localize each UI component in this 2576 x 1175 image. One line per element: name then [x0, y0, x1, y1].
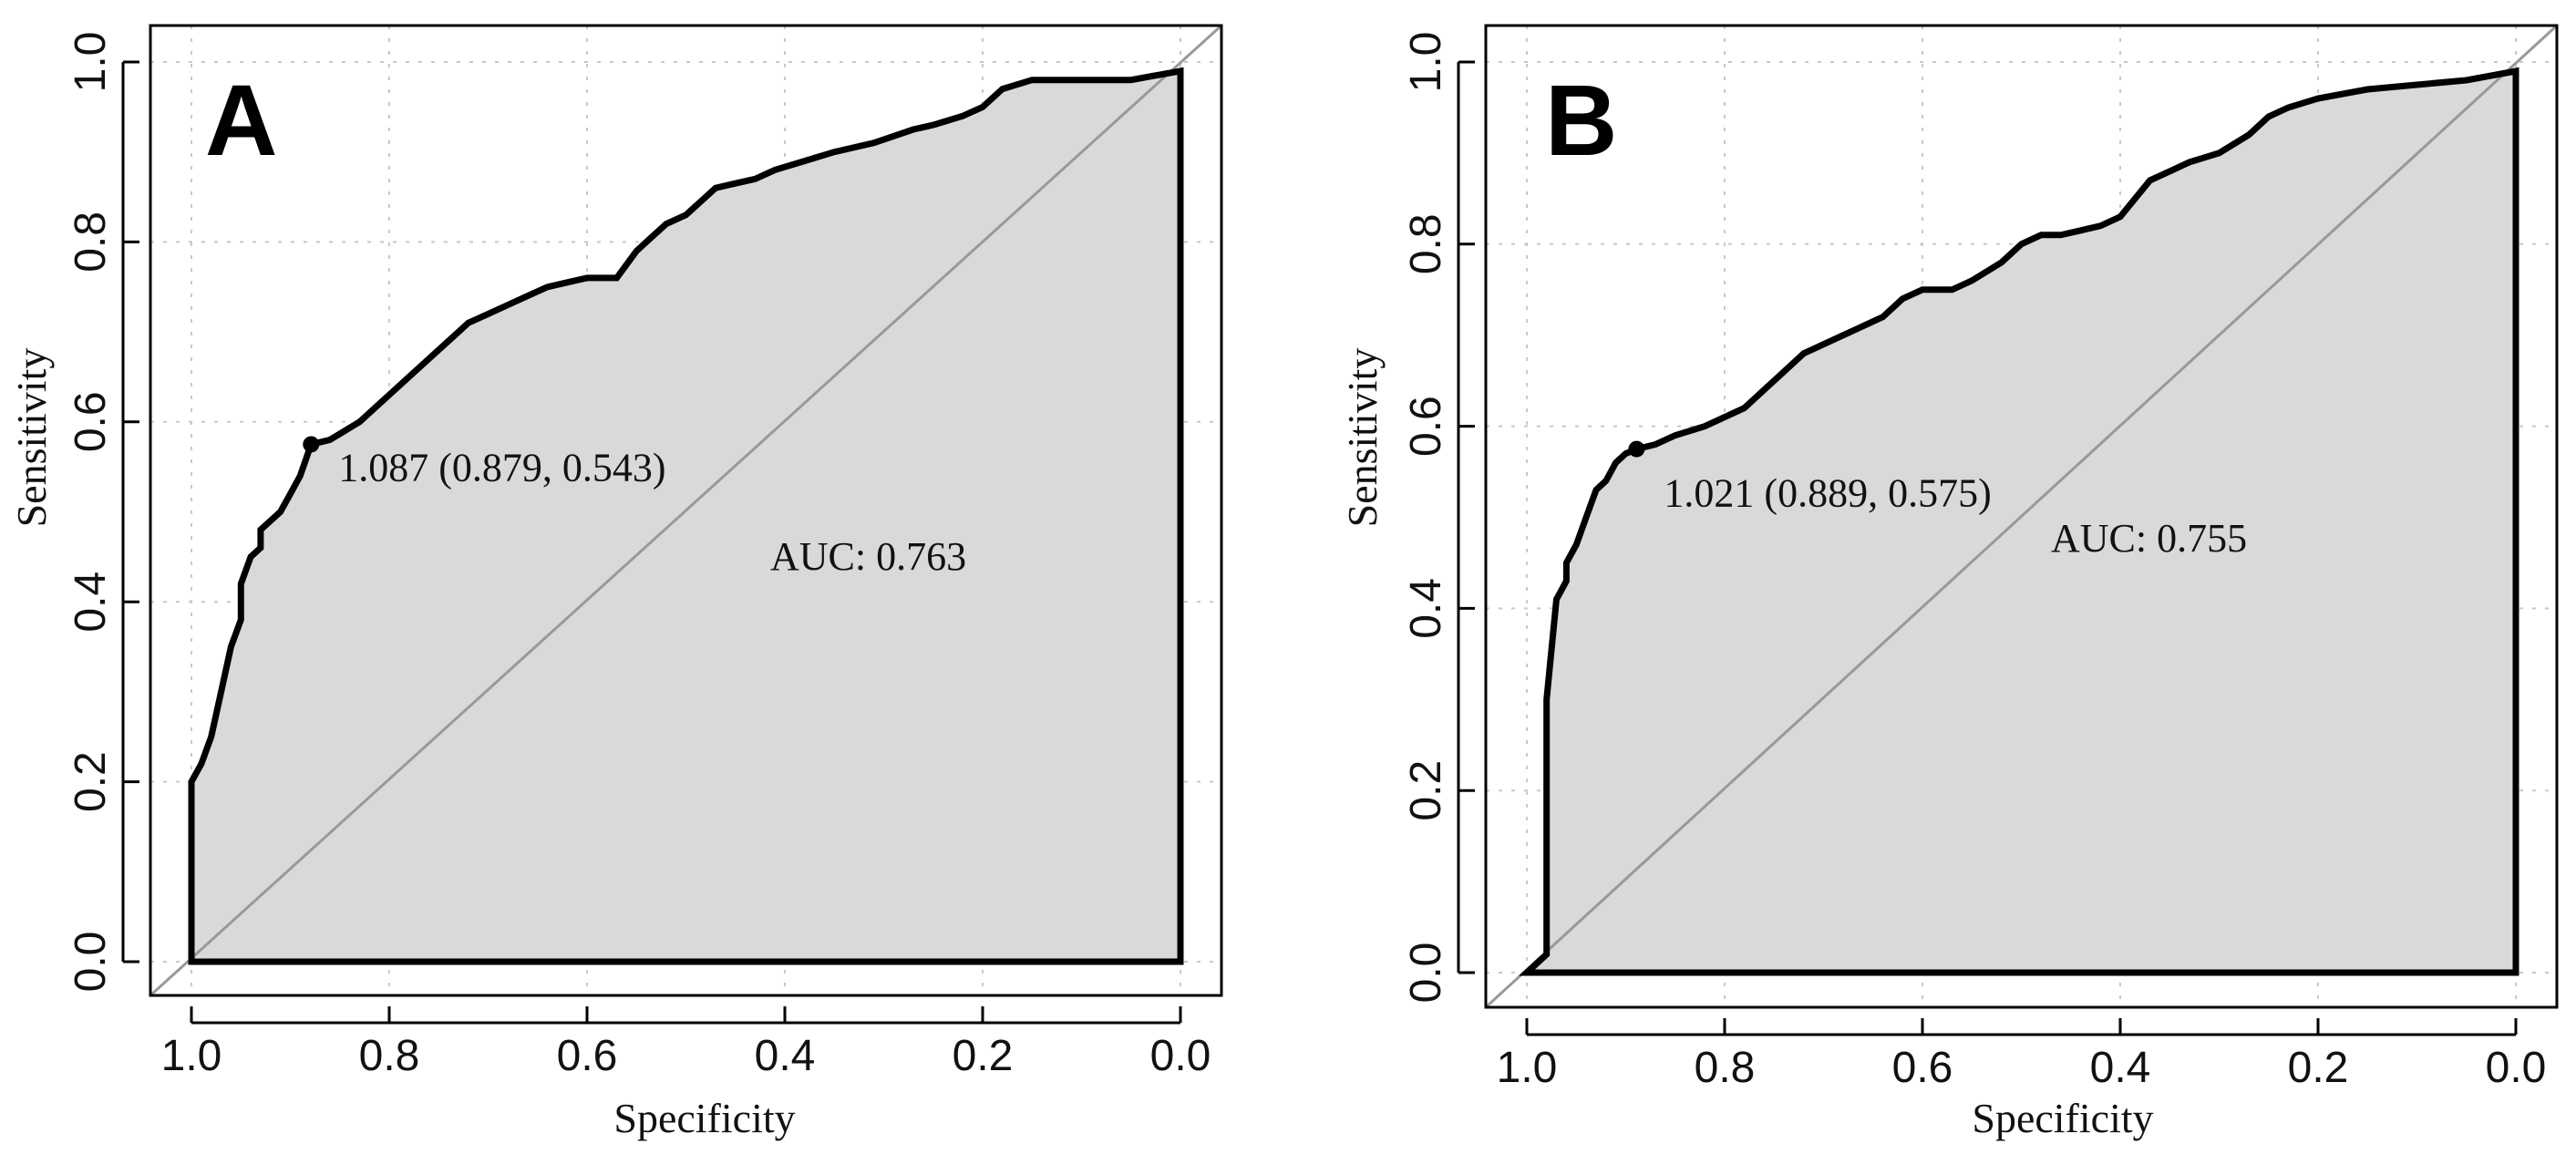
y-tick-label: 0.2: [67, 751, 115, 812]
y-tick-label: 1.0: [1402, 32, 1450, 93]
y-tick-label: 0.6: [1402, 396, 1450, 457]
threshold-label: 1.087 (0.879, 0.543): [338, 445, 665, 490]
plot-frame: [1484, 24, 2559, 1009]
auc-area: [191, 70, 1180, 962]
auc-area: [1527, 71, 2516, 973]
chance-diagonal: [1484, 24, 2559, 1009]
auc-label: AUC: 0.755: [2051, 516, 2247, 561]
x-tick-label: 0.8: [359, 1032, 420, 1080]
y-tick-label: 0.8: [1402, 213, 1450, 274]
threshold-label: 1.021 (0.889, 0.575): [1664, 471, 1991, 516]
x-tick-label: 0.6: [1892, 1044, 1953, 1092]
roc-panel-a: 1.0 0.8 0.6 0.4 0.2 0.0 0.0 0.2 0.4 0.6 0.8 1.0 Spec…: [8, 24, 1223, 1141]
x-tick-label: 0.2: [2288, 1044, 2349, 1092]
x-tick-label: 0.6: [557, 1032, 618, 1080]
panel-label: B: [1545, 65, 1617, 177]
x-axis-title: Specificity: [1972, 1095, 2153, 1141]
x-axis-title: Specificity: [613, 1095, 795, 1141]
y-tick-label: 0.6: [67, 391, 115, 452]
y-axis-title: Sensitivity: [8, 348, 55, 528]
x-tick-label: 0.4: [755, 1032, 816, 1080]
x-tick-label: 0.0: [1150, 1032, 1211, 1080]
y-tick-label: 0.2: [1402, 760, 1450, 821]
panel-label: A: [205, 65, 277, 177]
roc-curve: [188, 67, 1184, 965]
x-tick-label: 1.0: [1497, 1044, 1558, 1092]
y-axis-title: Sensitivity: [1339, 348, 1386, 528]
y-tick-label: 1.0: [67, 32, 115, 93]
x-tick-label: 0.4: [2090, 1044, 2151, 1092]
x-tick-label: 0.8: [1695, 1044, 1756, 1092]
plot-frame: [149, 24, 1223, 997]
y-tick-label: 0.4: [67, 572, 115, 633]
chance-diagonal: [149, 24, 1223, 997]
x-tick-label: 0.0: [2486, 1044, 2547, 1092]
roc-curve: [1519, 67, 2519, 976]
roc-panel-b: 1.0 0.8 0.6 0.4 0.2 0.0 0.0 0.2 0.4 0.6 0.8 1.0 Spec…: [1339, 24, 2559, 1141]
y-tick-label: 0.0: [1402, 943, 1450, 1004]
y-tick-label: 0.4: [1402, 578, 1450, 639]
threshold-point: [1628, 440, 1645, 458]
y-tick-label: 0.8: [67, 211, 115, 273]
auc-label: AUC: 0.763: [770, 534, 966, 579]
x-tick-label: 0.2: [953, 1032, 1014, 1080]
y-tick-label: 0.0: [67, 932, 115, 993]
threshold-point: [303, 436, 320, 453]
x-tick-label: 1.0: [161, 1032, 222, 1080]
